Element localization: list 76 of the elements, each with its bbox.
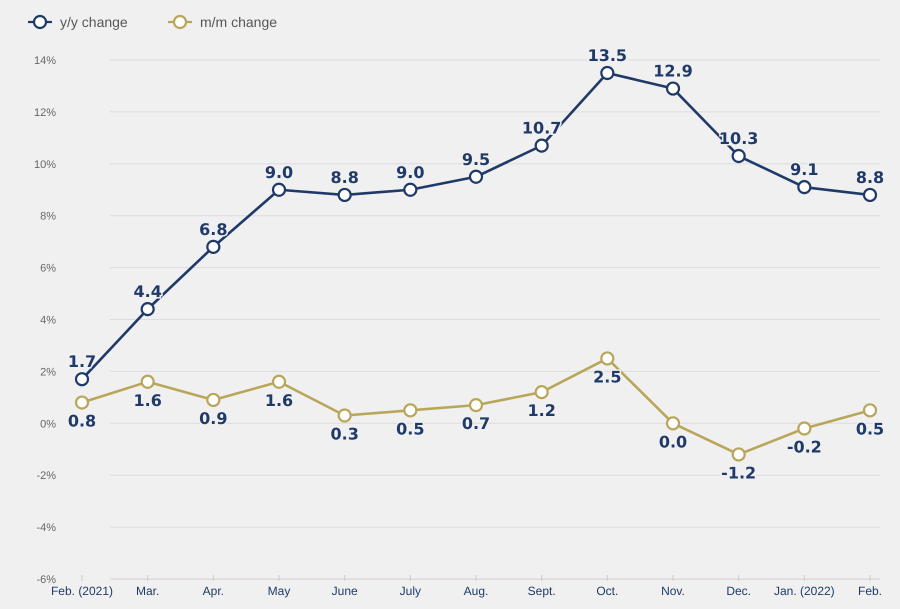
point <box>534 138 549 153</box>
point <box>797 180 812 194</box>
y-tick-label: 10% <box>34 158 56 171</box>
y-tick-label: 2% <box>40 366 56 378</box>
data-label: 8.8 <box>330 168 359 187</box>
data-label: 0.9 <box>199 408 228 428</box>
data-label: 0.8 <box>68 412 96 431</box>
data-label: 1.7 <box>68 352 96 372</box>
y-tick-label: 0% <box>40 418 56 430</box>
point <box>272 182 286 197</box>
point <box>732 447 746 462</box>
x-tick-label: Nov. <box>661 584 685 598</box>
legend-label: m/m change <box>200 14 278 30</box>
data-label: 8.8 <box>856 168 884 187</box>
point <box>338 188 352 202</box>
point <box>862 188 878 202</box>
data-label: 9.0 <box>264 162 294 182</box>
y-tick-label: 6% <box>40 262 56 275</box>
point <box>468 398 484 412</box>
data-label: 13.5 <box>588 46 628 65</box>
x-tick-label: Feb. <box>858 584 882 598</box>
data-label: 2.5 <box>593 367 622 386</box>
x-tick-label: Sept. <box>528 584 556 598</box>
data-label: 1.2 <box>527 401 556 420</box>
data-label: -1.2 <box>721 463 756 482</box>
point <box>206 392 220 408</box>
y-tick-label: 4% <box>40 314 56 326</box>
data-label: 9.0 <box>396 162 425 182</box>
data-label: -0.2 <box>786 437 822 456</box>
y-tick-label: 12% <box>34 106 56 119</box>
data-label: 0.5 <box>856 419 884 438</box>
point <box>666 81 680 96</box>
data-label: 1.6 <box>264 390 294 410</box>
legend-label: y/y change <box>60 14 128 30</box>
y-tick-label: -6% <box>36 574 56 586</box>
point <box>862 403 878 418</box>
data-label: 9.1 <box>790 160 819 180</box>
data-label: 4.4 <box>133 282 162 302</box>
x-tick-label: Mar. <box>136 584 160 598</box>
x-tick-label: Feb. (2021) <box>50 584 114 598</box>
point <box>140 302 155 316</box>
point <box>403 182 418 197</box>
y-tick-label: 8% <box>40 210 56 223</box>
point <box>140 374 155 389</box>
data-label: 0.7 <box>462 414 490 434</box>
point <box>666 416 680 430</box>
x-tick-label: Oct. <box>596 584 618 598</box>
data-label: 0.5 <box>396 419 425 438</box>
point <box>272 374 286 389</box>
data-label: 0.3 <box>330 424 359 444</box>
data-label: 0.0 <box>658 432 688 452</box>
x-tick-label: May <box>268 584 290 598</box>
point <box>206 240 220 254</box>
point <box>797 421 812 436</box>
data-label: 6.8 <box>199 220 228 239</box>
y-tick-label: -4% <box>36 522 56 534</box>
x-tick-label: Aug. <box>464 584 488 598</box>
x-tick-label: July <box>400 584 422 598</box>
point <box>732 148 746 164</box>
data-label: 1.6 <box>133 390 162 410</box>
point <box>74 395 90 410</box>
x-tick-label: Dec. <box>726 584 752 598</box>
point <box>74 372 90 386</box>
point <box>534 385 549 400</box>
x-tick-label: June <box>332 584 358 598</box>
data-label: 12.9 <box>653 62 693 81</box>
point <box>468 170 484 184</box>
x-tick-label: Jan. (2022) <box>774 584 835 598</box>
y-tick-label: -2% <box>36 470 56 482</box>
point <box>600 351 614 366</box>
point <box>338 408 352 423</box>
point <box>403 403 418 418</box>
x-tick-label: Apr. <box>202 584 224 598</box>
y-tick-label: 14% <box>34 55 56 67</box>
point <box>600 66 614 80</box>
data-label: 9.5 <box>462 150 490 169</box>
